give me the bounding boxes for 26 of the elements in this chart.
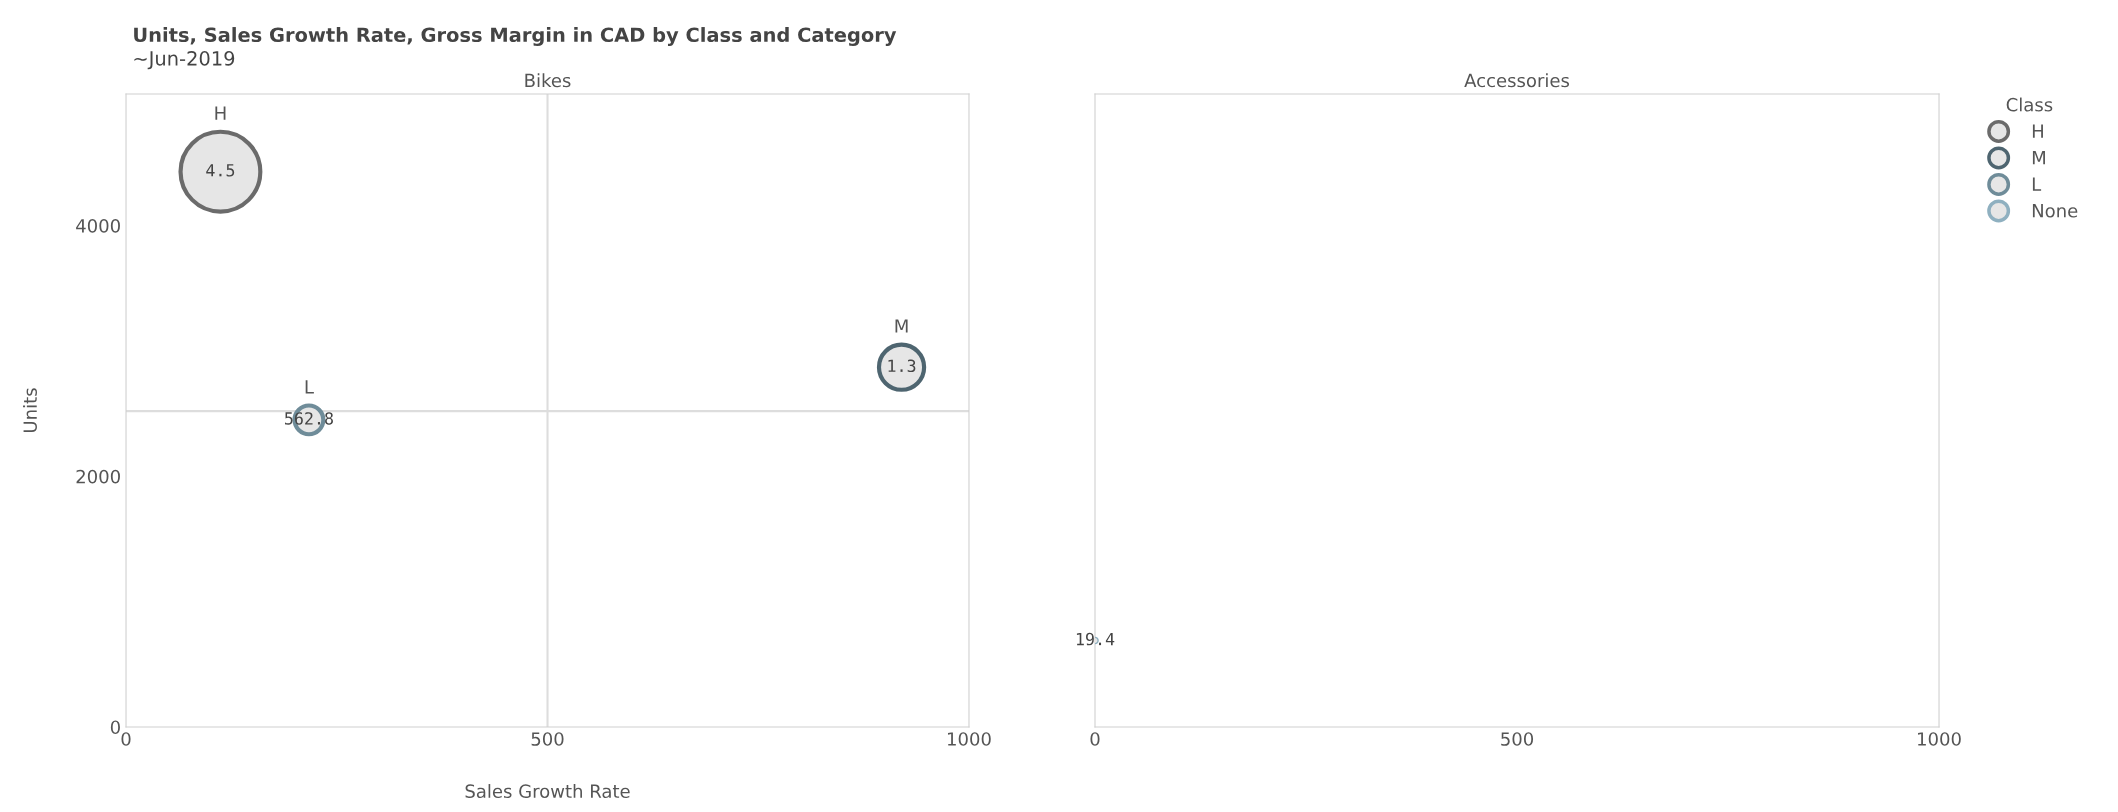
legend-label: M xyxy=(2032,151,2045,165)
text: Units, Sales Growth Rate, Gross Margin in CAD by Class and Category xyxy=(134,27,897,47)
legend-label: H xyxy=(2032,124,2043,138)
x-tick-label: 0 xyxy=(121,732,131,746)
x-axis-title: Sales Growth Rate xyxy=(465,784,630,799)
x-tick-label: 500 xyxy=(531,732,564,746)
text: M xyxy=(895,319,908,333)
y-tick-label: 2000 xyxy=(76,469,120,484)
x-tick-label: 1000 xyxy=(1918,732,1961,746)
y-axis-title: Units xyxy=(23,388,37,432)
legend-label: L xyxy=(2032,177,2042,191)
annotation: 4.5 xyxy=(206,164,235,177)
x-tick-label: 1000 xyxy=(947,732,991,746)
chart-title: Accessories xyxy=(1464,73,1570,88)
x-tick-label: 0 xyxy=(1090,732,1100,746)
text: None xyxy=(2032,204,2078,218)
text: ~Jun-2019 xyxy=(134,51,235,70)
legend-title: Class xyxy=(2006,97,2053,112)
text: H xyxy=(215,106,226,120)
annotation: 1.3 xyxy=(888,359,916,373)
x-tick-label: 500 xyxy=(1501,732,1534,746)
chart-title: Bikes xyxy=(525,73,571,88)
y-tick-label: 0 xyxy=(110,720,120,735)
text: L xyxy=(305,380,314,394)
y-tick-label: 4000 xyxy=(76,219,120,233)
annotation: 19.4 xyxy=(1076,632,1115,646)
